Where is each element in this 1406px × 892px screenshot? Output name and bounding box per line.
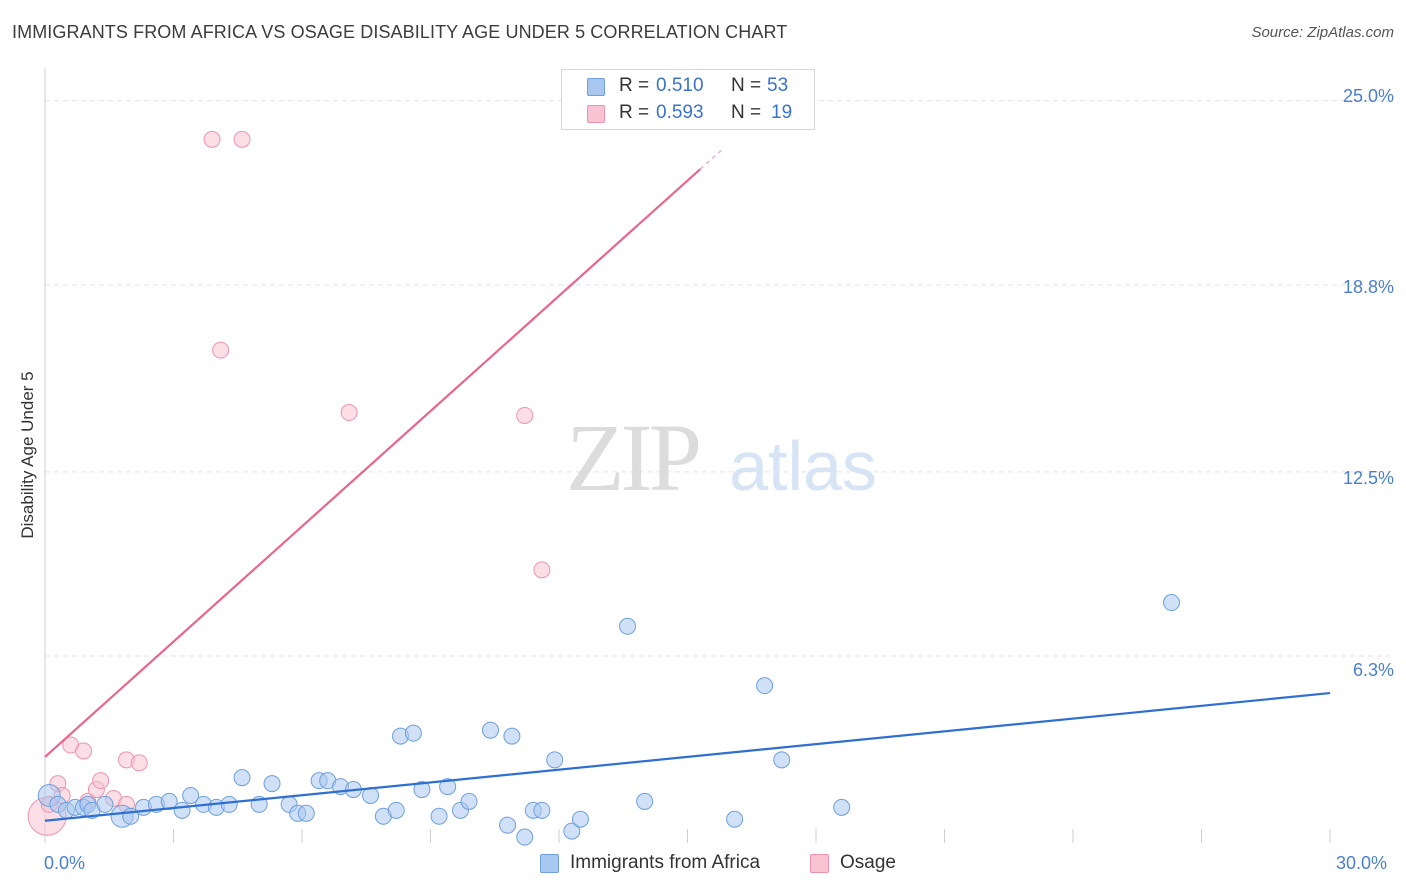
osage-point xyxy=(130,754,148,772)
africa-point xyxy=(833,798,851,816)
africa-point xyxy=(481,721,499,739)
osage-point xyxy=(233,130,251,148)
chart-title: IMMIGRANTS FROM AFRICA VS OSAGE DISABILI… xyxy=(12,22,788,42)
osage-point xyxy=(340,404,358,422)
legend-swatch-osage xyxy=(587,105,605,123)
y-axis-label: Disability Age Under 5 xyxy=(18,371,37,539)
legend-swatch-africa xyxy=(540,853,559,873)
africa-point xyxy=(546,751,564,769)
y-tick-label: 25.0% xyxy=(1342,86,1394,106)
africa-point xyxy=(220,795,238,813)
africa-point xyxy=(413,781,431,799)
legend-r-label: R = xyxy=(619,102,650,123)
y-tick-label: 6.3% xyxy=(1352,660,1394,680)
africa-point xyxy=(460,792,478,810)
africa-point xyxy=(297,804,315,822)
africa-point xyxy=(636,792,654,810)
legend-n-label: N = xyxy=(731,102,762,123)
osage-point xyxy=(212,341,230,359)
africa-point xyxy=(404,724,422,742)
osage-trend-line xyxy=(44,168,702,758)
x-tick-label: 30.0% xyxy=(1336,853,1388,873)
osage-point xyxy=(92,772,110,790)
y-tick-label: 12.5% xyxy=(1342,468,1394,488)
correlation-legend: R = 0.510 N = 53 R = 0.593 N = 19 xyxy=(561,69,815,130)
africa-point xyxy=(387,801,405,819)
legend-item-osage: Osage xyxy=(810,852,896,874)
trend-lines xyxy=(44,149,1331,822)
legend-item-africa: Immigrants from Africa xyxy=(540,852,760,874)
africa-point xyxy=(430,807,448,825)
africa-points xyxy=(37,594,1181,846)
africa-point xyxy=(233,769,251,787)
africa-point xyxy=(503,727,521,745)
africa-point xyxy=(173,801,191,819)
africa-point xyxy=(499,816,517,834)
source-label: Source: ZipAtlas.com xyxy=(1251,24,1394,41)
watermark-zip: ZIP xyxy=(566,404,699,511)
watermark: ZIP atlas xyxy=(566,404,877,511)
africa-point xyxy=(726,810,744,828)
africa-point xyxy=(263,775,281,793)
africa-point xyxy=(182,786,200,804)
africa-point xyxy=(619,617,637,635)
legend-label-africa: Immigrants from Africa xyxy=(570,852,761,873)
watermark-atlas: atlas xyxy=(729,427,877,505)
legend-r-value: 0.510 xyxy=(656,75,704,96)
osage-points xyxy=(27,130,551,836)
y-tick-label: 18.8% xyxy=(1342,277,1394,297)
osage-point xyxy=(75,742,93,760)
africa-point xyxy=(563,822,581,840)
legend-n-label: N = xyxy=(731,75,762,96)
legend-r-label: R = xyxy=(619,75,650,96)
africa-point xyxy=(96,795,114,813)
africa-point xyxy=(516,828,534,846)
osage-point xyxy=(516,406,534,424)
africa-point xyxy=(533,801,551,819)
legend-n-value: 19 xyxy=(771,102,793,123)
africa-trend-line xyxy=(44,691,1331,822)
legend-swatch-africa xyxy=(587,78,605,96)
osage-trend-extension xyxy=(699,149,723,170)
africa-point xyxy=(773,751,791,769)
grid-layer xyxy=(44,68,1395,843)
legend-r-value: 0.593 xyxy=(656,102,704,123)
africa-point xyxy=(439,778,457,796)
legend-swatch-osage xyxy=(810,853,829,873)
x-tick-label: 0.0% xyxy=(44,853,86,873)
osage-point xyxy=(533,561,551,579)
legend-n-value: 53 xyxy=(767,75,789,96)
africa-point xyxy=(756,677,774,695)
legend-label-osage: Osage xyxy=(840,852,896,873)
africa-point xyxy=(1163,594,1181,612)
africa-point xyxy=(571,810,589,828)
osage-point xyxy=(203,130,221,148)
